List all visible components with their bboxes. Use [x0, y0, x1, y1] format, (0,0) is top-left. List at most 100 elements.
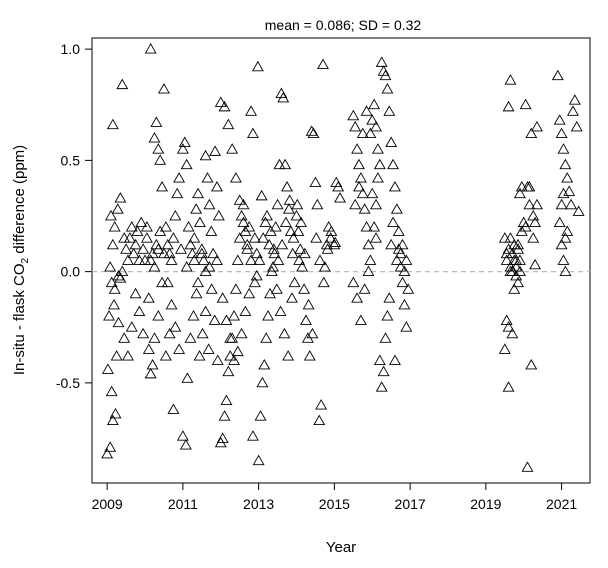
data-point-triangle: [315, 399, 328, 410]
data-point-triangle: [362, 238, 375, 250]
data-point-triangle: [273, 158, 286, 170]
data-point-triangle: [157, 83, 170, 94]
data-point-triangle: [216, 432, 229, 443]
data-point-triangle: [222, 365, 235, 377]
data-point-triangle: [193, 216, 206, 228]
data-point-triangle: [104, 261, 117, 272]
data-point-triangle: [199, 265, 212, 276]
data-point-triangle: [178, 136, 191, 147]
data-point-triangle: [205, 283, 218, 294]
data-point-triangle: [122, 350, 134, 361]
data-point-triangle: [529, 216, 542, 228]
data-point-triangle: [268, 247, 281, 259]
data-point-triangle: [264, 225, 277, 236]
data-point-triangle: [347, 109, 360, 121]
data-point-triangle: [353, 180, 365, 192]
data-points: [101, 43, 585, 472]
data-point-triangle: [379, 332, 392, 343]
data-point-triangle: [209, 145, 222, 156]
data-point-triangle: [387, 158, 400, 170]
data-point-triangle: [146, 358, 159, 370]
data-point-triangle: [364, 127, 377, 139]
data-point-triangle: [502, 243, 515, 254]
data-point-triangle: [351, 292, 364, 303]
data-point-triangle: [498, 232, 511, 243]
data-point-triangle: [260, 209, 273, 221]
data-point-triangle: [182, 221, 195, 232]
y-tick-label: 1.0: [61, 41, 81, 57]
data-point-triangle: [210, 254, 223, 265]
y-tick-label: 0.0: [61, 264, 81, 280]
data-point-triangle: [402, 283, 415, 294]
data-point-triangle: [388, 354, 401, 365]
y-axis-title-subscript: 2: [20, 257, 31, 263]
data-point-triangle: [320, 238, 333, 250]
data-point-triangle: [187, 310, 200, 321]
data-point-triangle: [228, 310, 240, 321]
data-point-triangle: [398, 265, 411, 276]
data-point-triangle: [310, 232, 323, 243]
data-point-triangle: [527, 232, 540, 243]
data-point-triangle: [173, 343, 186, 354]
data-point-triangle: [229, 172, 242, 183]
data-point-triangle: [260, 332, 273, 343]
data-point-triangle: [216, 292, 229, 303]
data-point-triangle: [510, 254, 523, 265]
data-point-triangle: [163, 327, 176, 339]
data-point-triangle: [161, 238, 174, 250]
data-point-triangle: [370, 120, 383, 132]
data-point-triangle: [508, 254, 521, 265]
data-point-triangle: [298, 283, 311, 294]
data-point-triangle: [371, 172, 384, 183]
data-point-triangle: [161, 276, 174, 288]
data-point-triangle: [375, 381, 388, 392]
data-point-triangle: [255, 189, 268, 201]
data-point-triangle: [140, 232, 153, 243]
data-point-triangle: [101, 363, 114, 374]
data-point-triangle: [400, 254, 413, 265]
data-point-triangle: [332, 180, 345, 192]
data-point-triangle: [353, 158, 365, 170]
data-point-triangle: [527, 209, 540, 221]
data-point-triangle: [334, 192, 347, 203]
y-axis-title-main: In-situ - flask CO: [11, 263, 28, 375]
data-point-triangle: [512, 243, 525, 254]
data-point-triangle: [513, 265, 526, 276]
data-point-triangle: [144, 254, 157, 265]
data-point-triangle: [167, 232, 180, 243]
data-point-triangle: [311, 198, 324, 210]
data-point-triangle: [377, 65, 390, 76]
data-point-triangle: [371, 143, 384, 154]
data-point-triangle: [356, 187, 369, 199]
data-point-triangle: [156, 180, 169, 192]
data-point-triangle: [385, 238, 398, 250]
data-point-triangle: [196, 327, 209, 339]
data-point-triangle: [105, 276, 118, 288]
data-point-triangle: [557, 143, 570, 154]
data-point-triangle: [199, 149, 212, 161]
data-point-triangle: [188, 232, 201, 243]
data-point-triangle: [383, 105, 396, 116]
data-point-triangle: [103, 310, 116, 321]
data-point-triangle: [362, 265, 375, 276]
data-point-triangle: [248, 276, 261, 288]
data-point-triangle: [317, 276, 330, 288]
data-point-triangle: [563, 185, 576, 196]
data-point-triangle: [192, 187, 205, 199]
data-point-triangle: [159, 221, 172, 232]
data-point-triangle: [512, 276, 525, 288]
data-point-triangle: [360, 221, 373, 232]
data-point-triangle: [142, 292, 155, 303]
data-point-triangle: [370, 198, 383, 210]
data-point-triangle: [570, 120, 583, 132]
data-point-triangle: [387, 216, 400, 228]
data-point-triangle: [364, 254, 377, 265]
data-point-triangle: [150, 116, 163, 127]
data-point-triangle: [275, 87, 288, 98]
data-point-triangle: [284, 225, 297, 236]
data-point-triangle: [104, 209, 117, 221]
data-point-triangle: [218, 100, 231, 112]
data-point-triangle: [305, 125, 318, 136]
plot-frame: [91, 37, 591, 484]
data-point-triangle: [282, 350, 295, 361]
